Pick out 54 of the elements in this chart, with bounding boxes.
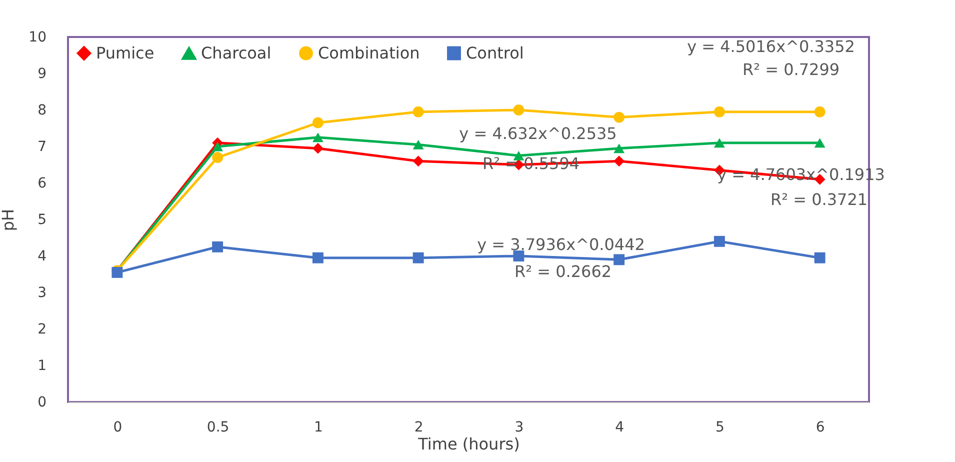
y-axis-title: pH xyxy=(0,208,18,232)
annotation: y = 4.5016x^0.3352 xyxy=(687,37,855,56)
point xyxy=(312,142,324,154)
point xyxy=(412,106,424,118)
annotation: R² = 0.3721 xyxy=(770,190,868,209)
y-tick-label: 0 xyxy=(38,394,46,410)
point xyxy=(412,140,424,150)
point xyxy=(714,236,725,247)
point xyxy=(714,138,725,148)
y-tick-label: 9 xyxy=(38,66,46,82)
x-tick-label: 1 xyxy=(314,420,323,436)
point xyxy=(412,252,424,264)
x-tick-label: 0 xyxy=(113,420,122,436)
y-tick-label: 2 xyxy=(38,322,46,338)
legend-label: Pumice xyxy=(96,43,154,62)
legend-label: Combination xyxy=(318,43,420,62)
point xyxy=(312,132,324,142)
point xyxy=(513,250,524,262)
legend-label: Charcoal xyxy=(201,44,272,63)
point xyxy=(312,117,324,128)
point xyxy=(412,156,424,167)
y-tick-label: 1 xyxy=(38,358,46,374)
point xyxy=(814,252,826,264)
point xyxy=(312,252,324,264)
x-tick-label: 0.5 xyxy=(206,420,230,436)
point xyxy=(814,106,826,118)
annotation: y = 3.7936x^0.0442 xyxy=(477,235,645,254)
x-tick-label: 3 xyxy=(514,420,524,436)
y-tick-label: 10 xyxy=(28,30,46,46)
x-axis-title: Time (hours) xyxy=(417,434,520,454)
annotation: R² = 0.7299 xyxy=(742,60,840,79)
y-tick-label: 7 xyxy=(38,139,46,155)
point xyxy=(212,241,224,252)
point xyxy=(614,112,625,123)
point xyxy=(614,254,625,266)
legend-label: Control xyxy=(466,43,524,62)
x-tick-label: 6 xyxy=(816,420,825,436)
point xyxy=(614,156,625,167)
point xyxy=(614,144,625,154)
point xyxy=(513,104,524,116)
annotation: y = 4.632x^0.2535 xyxy=(459,124,617,143)
point xyxy=(814,138,826,148)
y-tick-label: 3 xyxy=(38,285,46,301)
annotation: R² = 0.2662 xyxy=(514,262,612,281)
x-tick-label: 2 xyxy=(414,420,424,436)
y-tick-label: 5 xyxy=(38,212,46,228)
point xyxy=(212,142,224,152)
x-tick-label: 5 xyxy=(715,420,724,436)
point xyxy=(714,106,725,118)
point xyxy=(212,152,224,163)
y-tick-label: 4 xyxy=(38,248,47,264)
x-tick-label: 4 xyxy=(615,420,624,436)
y-tick-label: 6 xyxy=(38,176,47,192)
y-tick-label: 8 xyxy=(38,102,46,118)
